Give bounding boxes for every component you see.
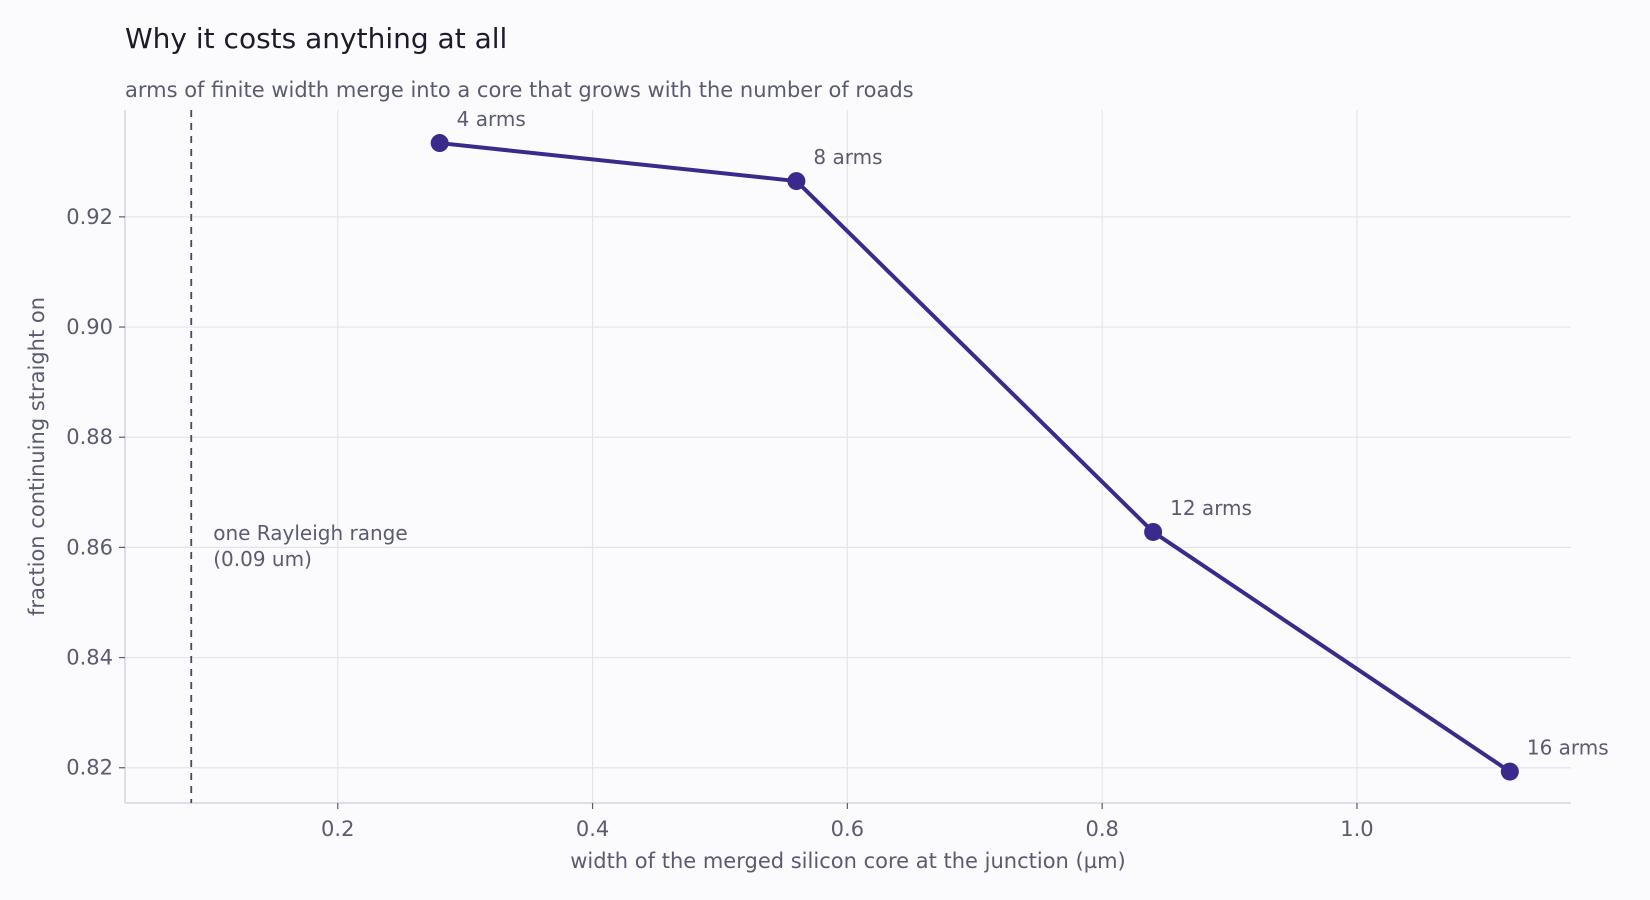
data-point bbox=[787, 172, 806, 191]
x-axis-label: width of the merged silicon core at the … bbox=[570, 849, 1126, 873]
rayleigh-range-annotation-line: (0.09 um) bbox=[213, 547, 312, 571]
y-tick-label: 0.84 bbox=[66, 646, 113, 670]
rayleigh-range-annotation-line: one Rayleigh range bbox=[213, 521, 407, 545]
y-tick-label: 0.92 bbox=[66, 205, 113, 229]
reference-line-group: one Rayleigh range (0.09 um) bbox=[190, 110, 408, 803]
y-tick-label: 0.86 bbox=[66, 535, 113, 559]
rayleigh-range-annotation: one Rayleigh range (0.09 um) bbox=[213, 521, 407, 571]
data-point bbox=[430, 134, 449, 153]
y-axis-label: fraction continuing straight on bbox=[25, 297, 49, 616]
data-point-label: 16 arms bbox=[1527, 736, 1609, 760]
axes bbox=[124, 110, 1571, 804]
data-point-label: 4 arms bbox=[457, 107, 526, 131]
x-tick-label: 0.8 bbox=[1085, 817, 1118, 841]
x-tick-label: 0.4 bbox=[576, 817, 609, 841]
x-ticks: 0.2 0.4 0.6 0.8 1.0 bbox=[321, 803, 1374, 841]
grid bbox=[125, 110, 1571, 803]
series-group: 4 arms 8 arms 12 arms 16 arms bbox=[430, 107, 1609, 781]
y-tick-label: 0.88 bbox=[66, 425, 113, 449]
series-line bbox=[437, 141, 1512, 774]
x-tick-label: 0.2 bbox=[321, 817, 354, 841]
data-point bbox=[1500, 762, 1519, 781]
chart-title: Why it costs anything at all bbox=[125, 22, 507, 55]
data-point-label: 8 arms bbox=[813, 145, 882, 169]
data-point-label: 12 arms bbox=[1170, 496, 1252, 520]
y-ticks: 0.82 0.84 0.86 0.88 0.90 0.92 bbox=[66, 205, 125, 780]
y-tick-label: 0.90 bbox=[66, 315, 113, 339]
chart-subtitle: arms of finite width merge into a core t… bbox=[125, 78, 914, 102]
x-tick-label: 0.6 bbox=[831, 817, 864, 841]
y-tick-label: 0.82 bbox=[66, 756, 113, 780]
data-point bbox=[1144, 522, 1163, 541]
x-tick-label: 1.0 bbox=[1340, 817, 1373, 841]
